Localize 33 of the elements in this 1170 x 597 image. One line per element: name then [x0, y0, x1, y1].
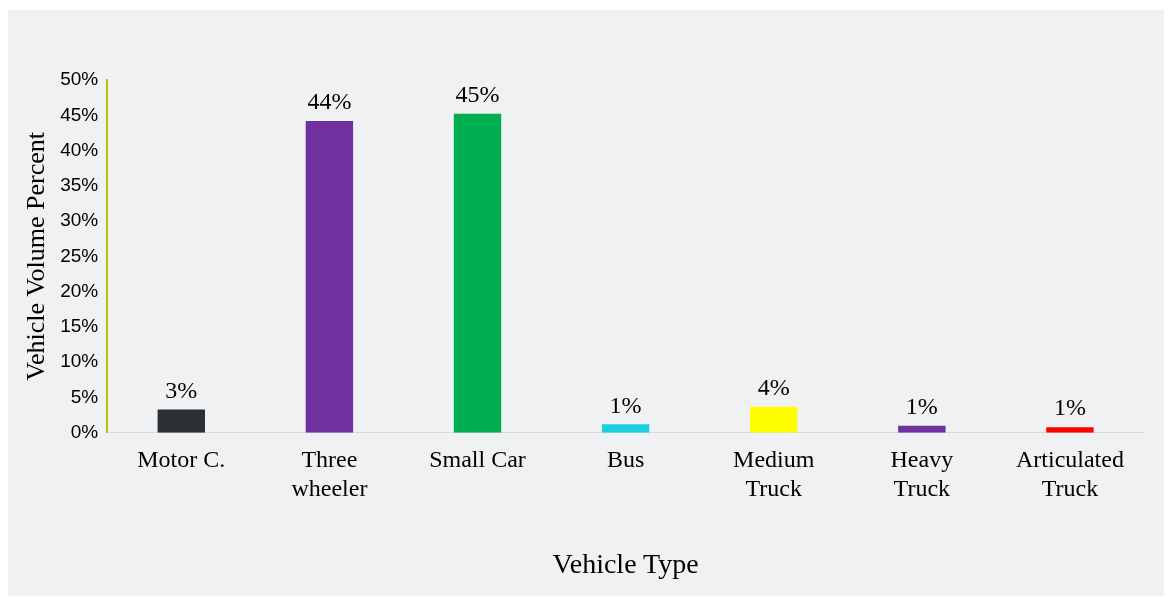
bar [157, 409, 205, 433]
data-label: 44% [307, 88, 352, 115]
bar [305, 120, 354, 433]
y-tick-label: 10% [60, 350, 99, 372]
x-tick-label: Small Car [429, 446, 526, 473]
x-tick-label: Three wheeler [291, 446, 368, 502]
y-tick-label: 40% [60, 138, 99, 160]
data-label: 3% [165, 376, 198, 403]
x-axis-title: Vehicle Type [552, 547, 699, 579]
data-label: 1% [1053, 394, 1086, 421]
y-tick-label: 0% [70, 421, 99, 443]
data-label: 1% [905, 393, 938, 420]
y-tick-label: 30% [60, 209, 99, 231]
bar [601, 424, 650, 433]
data-label: 4% [757, 373, 790, 400]
x-tick-label: Medium Truck [733, 446, 815, 502]
x-tick-label: Motor C. [137, 446, 226, 473]
y-tick-label: 45% [60, 103, 99, 125]
bar [750, 406, 798, 433]
y-tick-label: 25% [60, 244, 99, 266]
y-tick-label: 50% [60, 68, 99, 90]
data-label: 1% [609, 391, 642, 418]
y-tick-label: 5% [70, 385, 99, 407]
data-label: 45% [455, 81, 500, 108]
y-tick-label: 20% [60, 279, 99, 301]
x-tick-label: Articulated Truck [1015, 446, 1124, 502]
x-tick-label: Bus [606, 446, 645, 473]
y-tick-label: 35% [60, 174, 99, 196]
y-tick-label: 15% [60, 315, 99, 337]
y-axis-title: Vehicle Volume Percent [21, 131, 51, 381]
x-tick-label: Heavy Truck [890, 446, 954, 502]
bar [1046, 427, 1094, 433]
bar [453, 113, 502, 433]
